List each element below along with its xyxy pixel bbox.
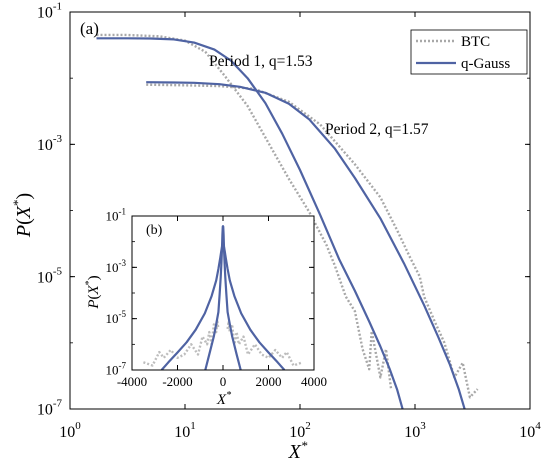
legend-label-btc: BTC — [461, 34, 490, 50]
x-tick-label: 4000 — [301, 374, 327, 389]
inset-x-axis-ticks: -4000 -2000 0 2000 4000 — [117, 216, 327, 389]
qgauss-curve-1 — [96, 37, 404, 409]
x-tick-label: 0 — [220, 374, 227, 389]
legend-box — [410, 29, 528, 75]
y-tick-label: 10-3 — [37, 133, 63, 154]
y-tick-label: 10-1 — [37, 1, 62, 22]
legend-label-qgauss: q-Gauss — [461, 56, 510, 72]
svg-text:X*: X* — [288, 438, 308, 463]
x-tick-label: 103 — [404, 420, 426, 441]
qgauss-curve-1 — [204, 225, 242, 370]
inset-series-layer — [143, 225, 303, 370]
panel-label-b: (b) — [146, 223, 163, 238]
inset-y-axis-label: P(X*) — [84, 275, 102, 309]
main-series-layer — [96, 33, 479, 409]
x-tick-label: 101 — [174, 420, 196, 441]
x-tick-label: 2000 — [256, 374, 282, 389]
qgauss-curve-2 — [160, 242, 286, 370]
annotation-period-1: Period 1, q=1.53 — [209, 53, 313, 70]
x-tick-label: 100 — [59, 420, 81, 441]
svg-text:P(X*): P(X*) — [10, 193, 35, 238]
x-axis-label: X* — [288, 438, 308, 463]
svg-text:P(X*): P(X*) — [84, 275, 102, 309]
y-axis-label: P(X*) — [10, 193, 35, 238]
y-tick-label: 10-5 — [37, 265, 63, 286]
x-tick-label: -4000 — [117, 374, 147, 389]
panel-label-a: (a) — [80, 19, 99, 38]
inset-plot: -4000 -2000 0 2000 4000 10-710-510-310-1 (b)… — [84, 207, 327, 408]
x-tick-label: 104 — [519, 420, 541, 441]
btc-curve-2 — [146, 83, 479, 399]
btc-curve-1 — [143, 320, 220, 367]
y-tick-label: 10-7 — [37, 398, 63, 419]
legend: BTC q-Gauss — [410, 29, 528, 75]
x-tick-label: -2000 — [162, 374, 192, 389]
qgauss-curve-2 — [146, 81, 466, 409]
annotation-period-2: Period 2, q=1.57 — [325, 121, 429, 138]
